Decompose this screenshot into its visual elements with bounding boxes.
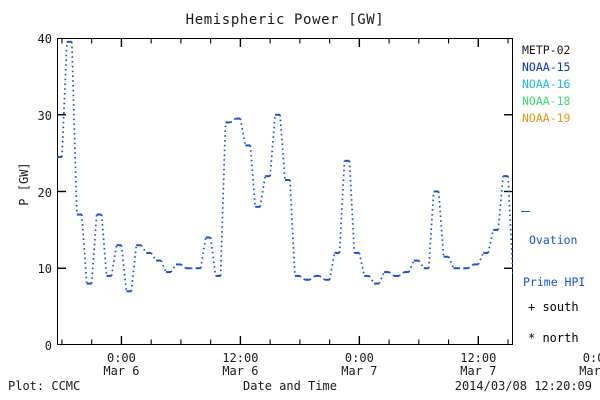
data-series — [57, 40, 513, 293]
series-connector — [229, 117, 236, 124]
legend-marker-north: * north — [528, 331, 579, 345]
ovation-legend-line2: Prime HPI — [523, 275, 586, 289]
legend-item-noaa-16: NOAA-16 — [522, 77, 571, 91]
y-axis-label: P [GW] — [17, 162, 31, 206]
axis-ticks — [57, 38, 513, 345]
plot-area — [57, 38, 513, 345]
footer-timestamp: 2014/03/08 12:20:09 — [454, 379, 592, 393]
legend-item-ovation-prime-hpi: Ovation Prime HPI — [518, 205, 600, 317]
y-axis: P [GW] 0 10 20 30 40 — [10, 0, 52, 400]
x-tick-label: 12:00 Mar 6 — [222, 351, 259, 378]
series-connector — [437, 191, 445, 257]
legend-marker-south: + south — [528, 300, 579, 314]
series-connector — [239, 118, 247, 146]
y-tick-label: 20 — [37, 185, 52, 200]
series-connector — [487, 229, 495, 254]
series-connector — [309, 275, 316, 281]
series-connector — [289, 179, 296, 276]
series-connector — [140, 244, 147, 254]
x-tick-label: 0:00 Mar 6 — [103, 351, 140, 378]
page-title: Hemispheric Power [GW] — [185, 12, 385, 28]
ovation-line-sample — [521, 211, 530, 212]
series-connector — [358, 252, 366, 277]
series-connector — [398, 271, 405, 277]
series-connector — [378, 271, 385, 284]
series-connector — [209, 237, 217, 277]
series-connector — [388, 271, 395, 277]
legend-item-noaa-15: NOAA-15 — [522, 60, 571, 74]
series-connector — [120, 245, 128, 292]
series-connector — [328, 252, 336, 280]
series-connector — [259, 176, 267, 207]
series-connector — [497, 176, 504, 230]
series-connector — [348, 160, 356, 253]
series-connector — [150, 252, 157, 262]
series-connector — [269, 114, 276, 177]
y-tick-label: 30 — [37, 108, 52, 123]
series-connector — [100, 214, 108, 276]
series-connector — [408, 260, 415, 273]
y-tick-label: 10 — [37, 262, 52, 277]
series-connector — [199, 237, 207, 269]
series-connector — [170, 263, 177, 273]
series-connector — [299, 275, 306, 281]
series-connector — [319, 275, 326, 281]
series-connector — [467, 263, 474, 269]
legend: METP-02 NOAA-15 NOAA-16 NOAA-18 NOAA-19 — [522, 42, 600, 127]
x-tick-label: 0:00 Mar 7 — [341, 351, 378, 378]
series-connector — [368, 275, 375, 285]
legend-item-noaa-19: NOAA-19 — [522, 111, 571, 125]
ovation-legend-line1: Ovation — [529, 233, 578, 247]
series-connector — [279, 114, 286, 181]
series-connector — [160, 260, 167, 273]
series-connector — [71, 41, 78, 215]
series-connector — [80, 214, 88, 284]
series-connector — [219, 122, 227, 276]
series-connector — [427, 191, 435, 269]
series-connector — [447, 256, 455, 269]
y-tick-label: 40 — [37, 32, 52, 46]
series-connector — [90, 214, 98, 284]
series-connector — [130, 245, 138, 292]
series-connector — [338, 160, 346, 253]
legend-item-metp-02: METP-02 — [522, 43, 571, 57]
series-connector — [477, 252, 485, 265]
series-connector — [110, 245, 118, 277]
x-tick-label: 12:00 Mar 7 — [460, 351, 497, 378]
series-connector — [418, 260, 425, 269]
series-connector — [61, 41, 68, 157]
series-connector — [180, 263, 187, 269]
y-tick-label: 0 — [44, 339, 52, 353]
series-connector — [249, 145, 257, 207]
x-axis-label: Date and Time — [243, 379, 337, 393]
footer-plot-source: Plot: CCMC — [8, 379, 81, 393]
legend-item-noaa-18: NOAA-18 — [522, 94, 571, 108]
